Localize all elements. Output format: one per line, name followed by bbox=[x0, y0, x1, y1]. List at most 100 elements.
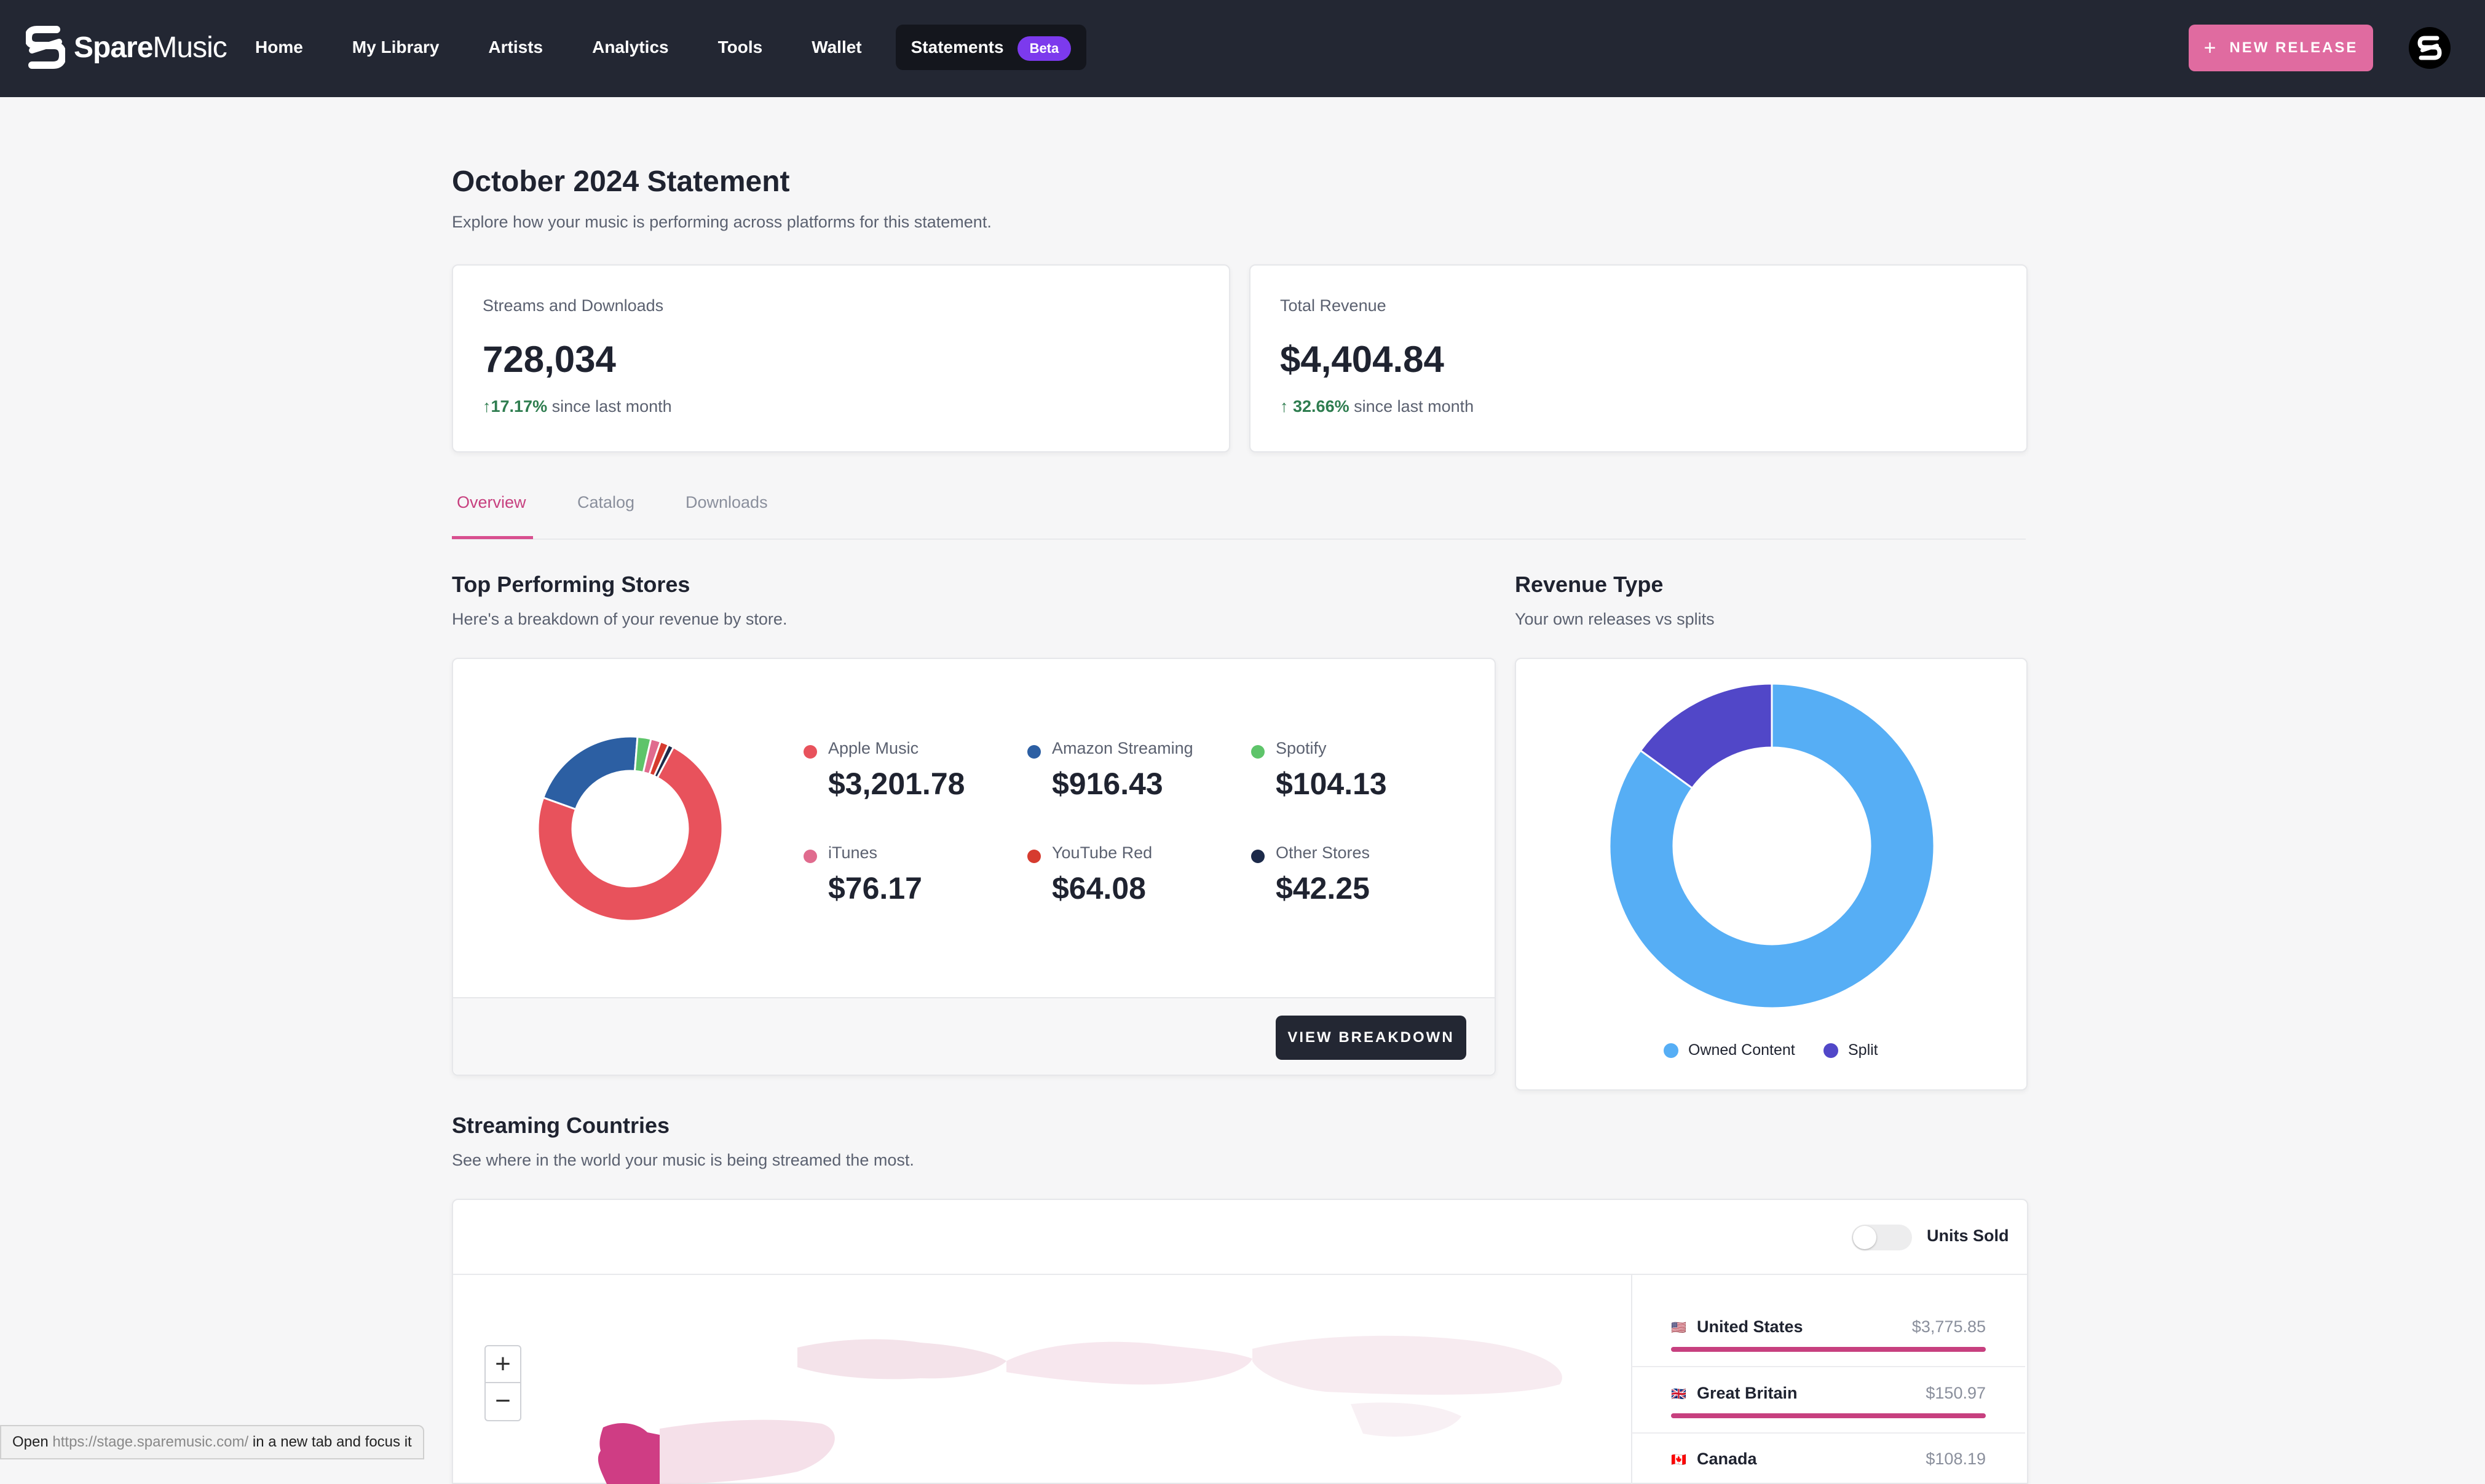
kpi-streams-label: Streams and Downloads bbox=[483, 296, 664, 315]
revenue-type-subtitle: Your own releases vs splits bbox=[1515, 610, 1715, 628]
status-suffix: in a new tab and focus it bbox=[252, 1434, 412, 1450]
units-sold-toggle[interactable] bbox=[1852, 1225, 1912, 1250]
tab-overview[interactable]: Overview bbox=[457, 493, 526, 511]
countries-section-title: Streaming Countries bbox=[452, 1113, 670, 1138]
beta-badge: Beta bbox=[1017, 36, 1072, 61]
country-row-divider bbox=[1632, 1432, 2025, 1434]
kpi-streams-delta: ↑17.17% since last month bbox=[483, 397, 672, 416]
zoom-divider bbox=[486, 1382, 520, 1383]
legend-store-name: Other Stores bbox=[1276, 843, 1370, 862]
legend-swatch bbox=[1027, 745, 1041, 759]
main-nav: Home My Library Artists Analytics Tools … bbox=[240, 25, 1105, 70]
view-breakdown-button[interactable]: VIEW BREAKDOWN bbox=[1276, 1016, 1466, 1060]
tab-catalog[interactable]: Catalog bbox=[577, 493, 635, 511]
kpi-streams-value: 728,034 bbox=[483, 339, 616, 380]
kpi-card-streams: Streams and Downloads 728,034 ↑17.17% si… bbox=[452, 264, 1230, 452]
country-share-bar bbox=[1671, 1347, 1986, 1352]
zoom-out-button[interactable]: − bbox=[495, 1386, 511, 1416]
sparemusic-logo-icon bbox=[26, 26, 65, 69]
country-name: United States bbox=[1697, 1317, 1803, 1336]
legend-swatch bbox=[1251, 745, 1265, 759]
stores-section-title: Top Performing Stores bbox=[452, 572, 690, 597]
legend-store-revenue: $104.13 bbox=[1276, 767, 1387, 801]
kpi-revenue-delta-value: 32.66% bbox=[1293, 397, 1349, 416]
nav-statements[interactable]: Statements Beta bbox=[895, 25, 1087, 70]
legend-store-revenue: $916.43 bbox=[1052, 767, 1163, 801]
legend-swatch-split bbox=[1823, 1043, 1838, 1058]
kpi-revenue-delta: ↑ 32.66% since last month bbox=[1280, 397, 1474, 416]
country-value: $150.97 bbox=[1926, 1384, 1986, 1402]
revenue-slice-owned-content[interactable] bbox=[1608, 682, 1935, 1009]
statement-tabs: Overview Catalog Downloads bbox=[452, 486, 2026, 540]
legend-store-revenue: $76.17 bbox=[828, 871, 922, 906]
legend-swatch bbox=[804, 745, 817, 759]
nav-home[interactable]: Home bbox=[255, 37, 303, 57]
browser-status-bar: Open https://stage.sparemusic.com/ in a … bbox=[0, 1425, 424, 1459]
nav-my-library[interactable]: My Library bbox=[352, 37, 440, 57]
page-title: October 2024 Statement bbox=[452, 165, 790, 198]
logo-wordmark: SpareMusic bbox=[74, 31, 227, 64]
revenue-legend-split[interactable]: Split bbox=[1823, 1041, 1878, 1059]
new-release-button[interactable]: + NEW RELEASE bbox=[2189, 25, 2373, 71]
top-navigation-bar: SpareMusic Home My Library Artists Analy… bbox=[0, 0, 2485, 97]
revenue-slice-split[interactable] bbox=[1639, 682, 1773, 790]
nav-analytics[interactable]: Analytics bbox=[592, 37, 669, 57]
arrow-up-icon: ↑ bbox=[483, 397, 491, 416]
revenue-type-title: Revenue Type bbox=[1515, 572, 1664, 597]
kpi-revenue-value: $4,404.84 bbox=[1280, 339, 1444, 380]
countries-list-divider bbox=[1631, 1275, 1632, 1484]
country-value: $3,775.85 bbox=[1911, 1317, 1986, 1336]
legend-swatch bbox=[1027, 850, 1041, 863]
status-url: https://stage.sparemusic.com/ bbox=[52, 1434, 249, 1450]
kpi-revenue-label: Total Revenue bbox=[1280, 296, 1386, 315]
sparemusic-logo[interactable]: SpareMusic bbox=[26, 26, 227, 69]
country-row-divider bbox=[1632, 1366, 2025, 1367]
avatar-logo-icon bbox=[2417, 36, 2442, 60]
legend-swatch bbox=[804, 850, 817, 863]
legend-store-revenue: $64.08 bbox=[1052, 871, 1146, 906]
stores-card-footer: VIEW BREAKDOWN bbox=[453, 997, 1495, 1075]
flag-gb-icon: 🇬🇧 bbox=[1671, 1387, 1686, 1401]
nav-statements-label: Statements bbox=[911, 37, 1004, 57]
legend-store-name: Amazon Streaming bbox=[1052, 739, 1193, 757]
legend-label-split: Split bbox=[1848, 1041, 1878, 1059]
country-share-bar bbox=[1671, 1413, 1986, 1418]
legend-label-owned: Owned Content bbox=[1688, 1041, 1795, 1059]
active-tab-indicator bbox=[452, 536, 533, 539]
page-subtitle: Explore how your music is performing acr… bbox=[452, 213, 992, 231]
stores-slice-apple-music[interactable] bbox=[537, 746, 724, 922]
kpi-streams-delta-suffix: since last month bbox=[551, 397, 672, 416]
user-avatar[interactable] bbox=[2409, 27, 2451, 69]
country-name: Canada bbox=[1697, 1450, 1757, 1468]
revenue-legend-owned[interactable]: Owned Content bbox=[1664, 1041, 1795, 1059]
countries-section-subtitle: See where in the world your music is bei… bbox=[452, 1151, 914, 1169]
countries-card-header-divider bbox=[453, 1274, 2027, 1275]
flag-ca-icon: 🇨🇦 bbox=[1671, 1453, 1686, 1467]
countries-card bbox=[452, 1199, 2028, 1484]
flag-us-icon: 🇺🇸 bbox=[1671, 1321, 1686, 1335]
stores-card: Apple Music $3,201.78 Amazon Streaming $916… bbox=[452, 658, 1496, 1076]
stores-slice-amazon-streaming[interactable] bbox=[542, 735, 639, 811]
legend-store-name: iTunes bbox=[828, 843, 878, 862]
legend-store-name: YouTube Red bbox=[1052, 843, 1153, 862]
kpi-streams-delta-value: 17.17% bbox=[491, 397, 548, 416]
arrow-up-icon: ↑ bbox=[1280, 397, 1294, 416]
plus-icon: + bbox=[2203, 36, 2216, 60]
nav-tools[interactable]: Tools bbox=[717, 37, 763, 57]
legend-store-name: Spotify bbox=[1276, 739, 1327, 757]
zoom-in-button[interactable]: + bbox=[495, 1349, 511, 1379]
legend-store-revenue: $42.25 bbox=[1276, 871, 1370, 906]
kpi-card-revenue: Total Revenue $4,404.84 ↑ 32.66% since l… bbox=[1249, 264, 2028, 452]
nav-wallet[interactable]: Wallet bbox=[812, 37, 862, 57]
stores-slice-other-stores[interactable] bbox=[653, 743, 675, 779]
tab-downloads[interactable]: Downloads bbox=[685, 493, 768, 511]
stores-donut-chart bbox=[537, 735, 724, 922]
status-prefix: Open bbox=[12, 1434, 49, 1450]
map-zoom-controls: + − bbox=[484, 1345, 521, 1421]
kpi-revenue-delta-suffix: since last month bbox=[1354, 397, 1474, 416]
stores-section-subtitle: Here's a breakdown of your revenue by st… bbox=[452, 610, 788, 628]
units-sold-label: Units Sold bbox=[1927, 1226, 2009, 1245]
revenue-type-card bbox=[1515, 658, 2028, 1091]
legend-store-revenue: $3,201.78 bbox=[828, 767, 965, 801]
nav-artists[interactable]: Artists bbox=[488, 37, 543, 57]
